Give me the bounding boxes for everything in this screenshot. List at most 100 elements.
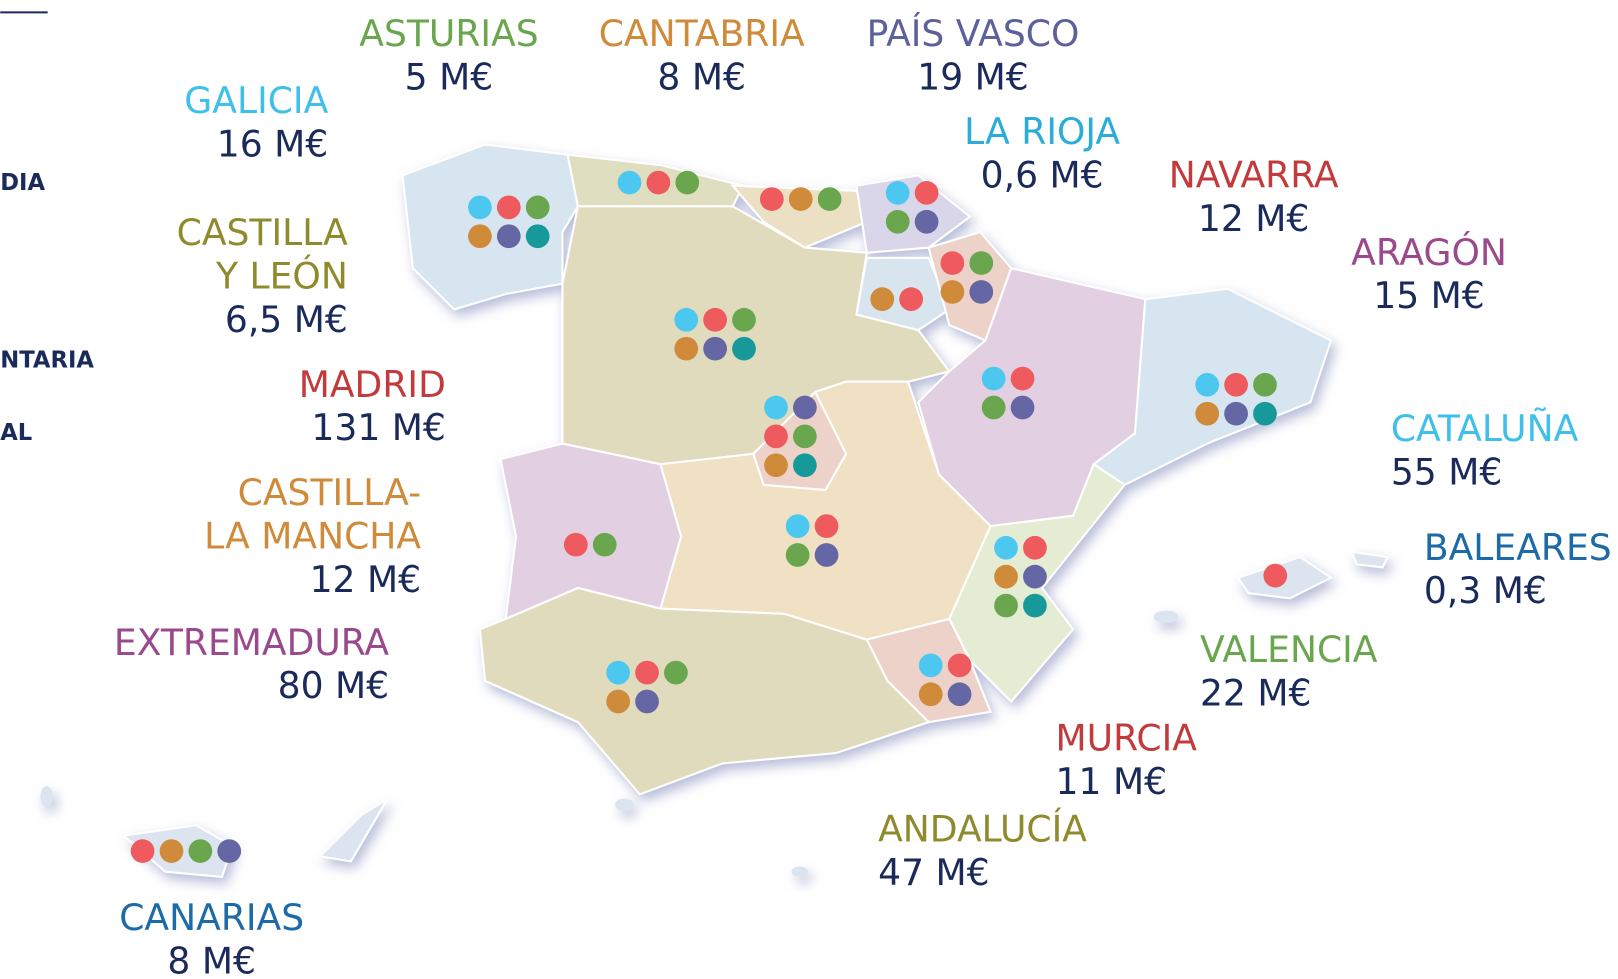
category-dot	[468, 224, 492, 249]
region-name: LA RIOJA	[964, 110, 1120, 153]
region-amount: 6,5 M€	[225, 298, 348, 341]
category-dot	[764, 453, 788, 478]
category-dot	[188, 839, 213, 863]
region-amount: 0,6 M€	[981, 153, 1104, 196]
region-amount: 0,3 M€	[1424, 569, 1547, 612]
category-dot	[940, 280, 965, 304]
category-dot	[1023, 593, 1047, 618]
category-dot	[674, 336, 699, 361]
region-amount: 47 M€	[878, 851, 990, 894]
category-dot	[994, 593, 1018, 618]
region-name: MURCIA	[1056, 717, 1198, 760]
region-amount: 8 M€	[657, 55, 746, 98]
region-name: CANTABRIA	[599, 12, 805, 55]
region-amount: 16 M€	[217, 122, 329, 165]
category-dot	[940, 251, 965, 275]
region-amount: 15 M€	[1373, 274, 1485, 317]
category-dot	[764, 395, 788, 420]
category-dot	[496, 195, 521, 220]
category-dot	[1253, 372, 1277, 397]
category-dot	[793, 395, 817, 420]
category-dot	[1224, 401, 1248, 426]
region-name: PAÍS VASCO	[867, 12, 1080, 55]
region-amount: 22 M€	[1200, 671, 1312, 714]
category-dot	[592, 532, 617, 557]
category-dot	[675, 170, 700, 195]
category-dot	[1263, 563, 1288, 588]
category-dot	[563, 532, 588, 557]
region-name: Y LEÓN	[215, 255, 348, 298]
category-dot	[732, 336, 756, 361]
category-dot	[606, 689, 631, 714]
category-dot	[793, 453, 817, 478]
category-dot	[899, 287, 923, 312]
category-dot	[1023, 535, 1047, 560]
region-name: NAVARRA	[1169, 153, 1339, 196]
labels: DIA NTARIA AL	[0, 170, 94, 446]
region-name: EXTREMADURA	[114, 621, 389, 664]
region-amount: 80 M€	[278, 664, 390, 707]
category-dot	[468, 195, 492, 220]
category-dot	[664, 660, 688, 685]
category-dot	[947, 682, 972, 707]
category-dot	[617, 170, 642, 195]
category-dot	[885, 181, 910, 205]
region-name: CATALUÑA	[1391, 407, 1579, 450]
category-dot	[1010, 366, 1035, 391]
region-name: ANDALUCÍA	[878, 807, 1087, 850]
category-dot	[159, 839, 184, 863]
category-dot	[1195, 401, 1220, 426]
category-dot	[496, 224, 521, 249]
region-name: VALENCIA	[1200, 628, 1378, 671]
category-dot	[130, 839, 155, 863]
region-name: BALEARES	[1424, 526, 1612, 569]
region-amount: 8 M€	[167, 940, 256, 979]
category-dot	[947, 653, 972, 678]
category-dot	[981, 395, 1006, 420]
region-amount: 131 M€	[311, 406, 445, 449]
category-dot	[969, 251, 994, 275]
category-dot	[674, 307, 699, 332]
region-name: LA MANCHA	[204, 515, 421, 558]
category-dot	[732, 307, 756, 332]
category-dot	[525, 195, 550, 220]
category-dot	[814, 514, 839, 538]
region-amount: 5 M€	[405, 55, 494, 98]
category-dot	[635, 689, 659, 714]
category-dot	[525, 224, 550, 249]
category-dot	[635, 660, 659, 685]
category-dot	[1253, 401, 1277, 426]
category-dot	[606, 660, 631, 685]
category-dot	[814, 543, 839, 567]
category-dot	[918, 653, 943, 678]
region-amount: 11 M€	[1056, 760, 1168, 803]
category-dot	[703, 336, 727, 361]
category-dot	[217, 839, 242, 863]
category-dot	[885, 209, 910, 234]
legend-fragment: NTARIA	[0, 348, 94, 374]
category-dot	[994, 564, 1018, 589]
category-dot	[1010, 395, 1035, 420]
category-dot	[994, 535, 1018, 560]
category-dot	[1224, 372, 1248, 397]
category-dot	[703, 307, 727, 332]
category-dot	[785, 543, 810, 567]
category-dot	[870, 287, 895, 312]
region-amount: 19 M€	[917, 55, 1029, 98]
category-dot	[969, 280, 994, 304]
region-amount: 12 M€	[310, 558, 422, 601]
region-name: CASTILLA-	[238, 471, 421, 514]
category-dot	[914, 181, 939, 205]
category-dot	[1023, 564, 1047, 589]
category-dot	[817, 187, 842, 211]
legend-fragment: DIA	[0, 170, 45, 196]
region-name: GALICIA	[184, 79, 328, 122]
region-amount: 55 M€	[1391, 451, 1503, 494]
category-dot	[785, 514, 810, 538]
category-dot	[646, 170, 671, 195]
region-name: CANARIAS	[119, 896, 304, 939]
category-dot	[981, 366, 1006, 391]
region-amount: 12 M€	[1198, 197, 1310, 240]
category-dot	[914, 209, 939, 234]
